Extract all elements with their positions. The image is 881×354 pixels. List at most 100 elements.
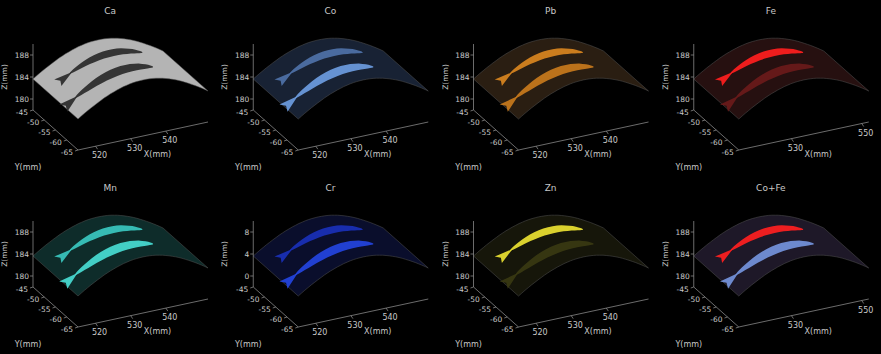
y-tick-label: -65	[281, 325, 293, 334]
x-tick-label: 520	[532, 328, 547, 337]
z-tick-label: 188	[235, 51, 250, 60]
panel-title: Ca	[104, 6, 116, 16]
fish-body	[736, 241, 814, 276]
fish-tail	[274, 249, 292, 263]
x-tick-label: 550	[858, 129, 873, 138]
x-tick-label: 540	[382, 136, 397, 145]
z-axis-label: Z(mm)	[441, 64, 450, 90]
x-tick	[96, 146, 98, 149]
y-tick	[725, 317, 728, 318]
x-axis	[519, 299, 649, 327]
y-tick	[53, 130, 56, 131]
x-tick-label: 540	[603, 136, 618, 145]
x-tick	[606, 131, 608, 134]
y-tick-label: -55	[699, 305, 711, 314]
z-tick	[471, 77, 474, 78]
y-tick-label: -45	[677, 285, 689, 294]
surface	[253, 38, 428, 119]
z-tick-label: 188	[15, 51, 30, 60]
x-axis-label: X(mm)	[364, 327, 391, 336]
figure: 520530540X(mm)-45-50-55-60-65Y(mm)180184…	[0, 0, 881, 354]
y-axis-label: Y(mm)	[674, 340, 702, 349]
z-tick-label: 184	[15, 250, 30, 259]
z-tick	[30, 276, 33, 277]
z-tick-label: 184	[455, 250, 470, 259]
z-tick-label: 0	[244, 272, 249, 281]
x-axis-label: X(mm)	[584, 150, 611, 159]
y-tick-label: -50	[468, 295, 480, 304]
z-tick	[691, 99, 694, 100]
y-tick-label: -60	[50, 315, 62, 324]
y-tick	[250, 287, 253, 288]
y-tick-label: -65	[61, 325, 73, 334]
z-axis-label: Z(mm)	[661, 241, 670, 267]
y-tick-label: -60	[710, 138, 722, 147]
y-tick-label: -55	[479, 305, 491, 314]
x-tick	[791, 316, 793, 319]
z-tick-label: 188	[15, 228, 30, 237]
x-axis	[298, 299, 428, 327]
panel: 520530540X(mm)-45-50-55-60-65Y(mm)180184…	[220, 6, 428, 172]
y-tick-label: -55	[259, 128, 271, 137]
y-tick	[713, 307, 716, 308]
y-tick-label: -50	[468, 118, 480, 127]
background	[0, 0, 881, 354]
y-tick-label: -60	[710, 315, 722, 324]
y-tick	[736, 150, 739, 151]
y-tick-label: -50	[688, 295, 700, 304]
panel-title: Cr	[325, 183, 335, 193]
y-tick-label: -55	[38, 305, 50, 314]
y-tick	[516, 327, 519, 328]
fish-body	[295, 241, 373, 276]
y-tick	[295, 150, 298, 151]
y-tick-label: -65	[501, 325, 513, 334]
y-axis	[694, 110, 739, 150]
z-tick	[250, 77, 253, 78]
z-tick	[691, 77, 694, 78]
y-tick	[691, 110, 694, 111]
x-tick-label: 520	[312, 328, 327, 337]
fish-tail	[279, 96, 297, 112]
z-tick-label: 188	[455, 228, 470, 237]
y-tick	[30, 110, 33, 111]
y-tick-label: -60	[50, 138, 62, 147]
y-tick-label: -50	[247, 295, 259, 304]
y-tick	[262, 120, 265, 121]
y-tick-label: -65	[61, 148, 73, 157]
fish-body	[295, 64, 373, 99]
z-tick-label: 180	[455, 272, 470, 281]
x-tick	[536, 323, 538, 326]
y-tick-label: -60	[270, 315, 282, 324]
y-axis-label: Y(mm)	[454, 340, 482, 349]
y-tick	[273, 307, 276, 308]
x-tick	[96, 323, 98, 326]
panel: 520530540X(mm)-45-50-55-60-65Y(mm)180184…	[0, 6, 208, 172]
y-tick	[702, 120, 705, 121]
x-tick	[131, 316, 133, 319]
x-tick	[316, 146, 318, 149]
panel: 530550X(mm)-45-50-55-60-65Y(mm)180184188…	[661, 183, 874, 349]
x-tick	[571, 139, 573, 142]
fish-body	[515, 241, 593, 276]
y-tick-label: -55	[699, 128, 711, 137]
z-axis-label: Z(mm)	[441, 241, 450, 267]
fish-tail	[495, 249, 513, 263]
y-tick-label: -45	[236, 285, 248, 294]
y-tick	[504, 140, 507, 141]
surface	[694, 215, 869, 296]
x-tick-label: 530	[568, 144, 583, 153]
y-tick-label: -65	[722, 148, 734, 157]
y-tick-label: -65	[281, 148, 293, 157]
z-tick-label: 4	[244, 250, 249, 259]
z-tick	[30, 232, 33, 233]
panel-title: Co	[324, 6, 336, 16]
fish-tail	[59, 273, 77, 289]
z-tick	[250, 232, 253, 233]
fish-tail	[500, 96, 518, 112]
z-tick	[250, 276, 253, 277]
y-tick	[41, 297, 44, 298]
x-tick-label: 530	[568, 321, 583, 330]
z-tick	[471, 99, 474, 100]
y-tick	[482, 297, 485, 298]
fish-body	[75, 241, 153, 276]
